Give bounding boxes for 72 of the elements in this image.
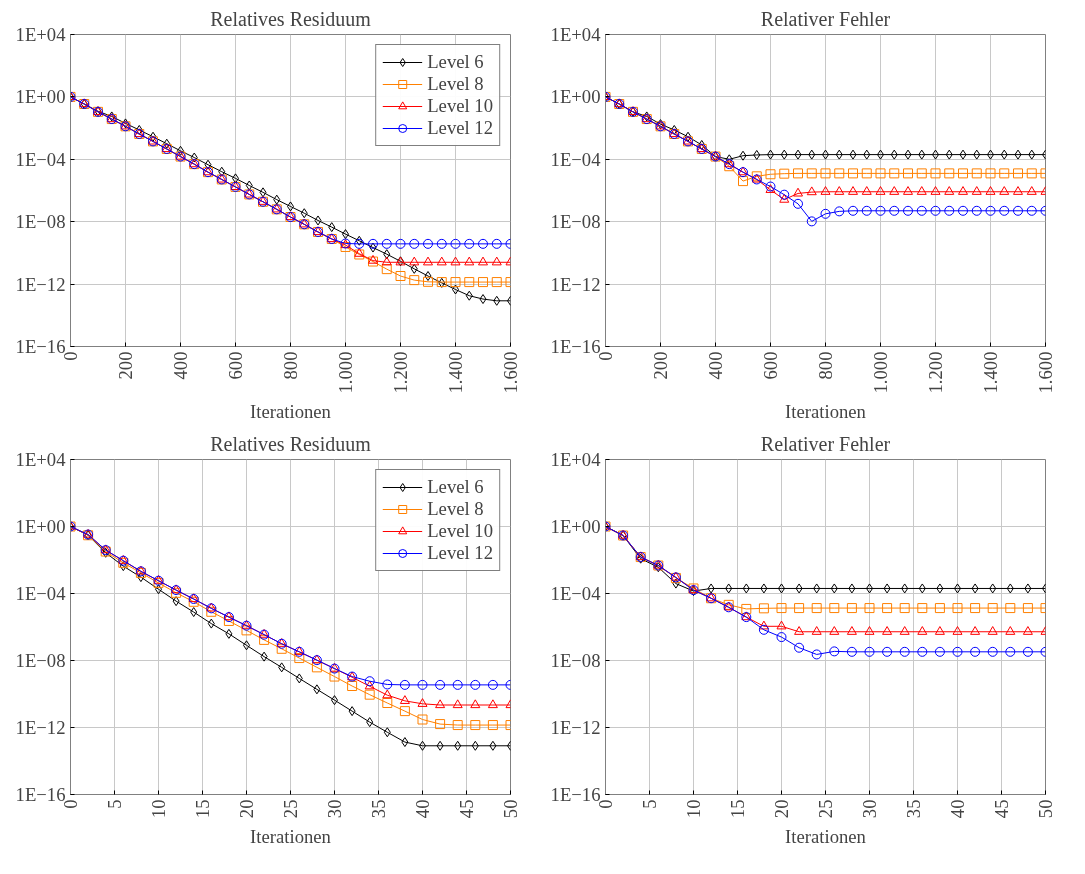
x-tick-label: 35 <box>903 799 924 819</box>
legend-label: Level 6 <box>427 476 484 498</box>
y-tick-label: 1E+04 <box>15 449 67 470</box>
y-tick-label: 1E−04 <box>550 583 602 604</box>
x-tick-label: 5 <box>104 799 125 809</box>
y-tick-label: 1E−08 <box>550 650 601 671</box>
chart-title: Relativer Fehler <box>760 7 891 30</box>
y-tick-label: 1E+00 <box>15 516 66 537</box>
x-tick-label: 30 <box>324 799 345 819</box>
y-tick-label: 1E−12 <box>550 273 601 295</box>
legend-label: Level 8 <box>427 498 484 520</box>
x-tick-label: 800 <box>280 351 301 380</box>
x-tick-label: 45 <box>991 799 1012 819</box>
y-tick-label: 1E−04 <box>15 148 67 170</box>
x-tick-label: 50 <box>1035 799 1056 819</box>
x-tick-label: 10 <box>148 799 169 819</box>
x-tick-label: 35 <box>368 799 389 819</box>
y-tick-label: 1E−08 <box>15 650 66 671</box>
x-tick-label: 20 <box>236 799 257 819</box>
x-tick-label: 400 <box>705 351 726 380</box>
x-tick-label: 40 <box>947 799 968 819</box>
y-tick-label: 1E+04 <box>550 449 602 470</box>
x-tick-label: 20 <box>771 799 792 819</box>
x-axis-title: Iterationen <box>785 401 867 423</box>
x-tick-label: 800 <box>815 351 836 380</box>
legend-label: Level 12 <box>427 117 493 139</box>
x-tick-label: 200 <box>115 351 136 380</box>
y-tick-label: 1E−12 <box>15 717 66 738</box>
x-tick-label: 45 <box>456 799 477 819</box>
x-tick-label: 1.400 <box>445 351 466 394</box>
x-tick-label: 200 <box>650 351 671 380</box>
y-tick-label: 1E−04 <box>550 148 602 170</box>
y-tick-label: 1E−12 <box>15 273 66 295</box>
x-tick-label: 1.200 <box>390 351 411 394</box>
x-tick-label: 1.400 <box>980 351 1001 394</box>
x-tick-label: 1.000 <box>335 351 356 394</box>
x-tick-label: 600 <box>760 351 781 380</box>
chart-title: Relatives Residuum <box>210 7 372 30</box>
legend-label: Level 12 <box>427 542 493 564</box>
x-tick-label: 10 <box>683 799 704 819</box>
x-tick-label: 5 <box>639 799 660 809</box>
y-tick-label: 1E−04 <box>15 583 67 604</box>
x-tick-label: 50 <box>500 799 521 819</box>
y-tick-label: 1E+00 <box>550 516 601 537</box>
legend-label: Level 6 <box>427 51 484 73</box>
x-axis-title: Iterationen <box>250 401 332 423</box>
x-tick-label: 40 <box>412 799 433 819</box>
y-tick-label: 1E+04 <box>550 24 602 45</box>
y-tick-label: 1E+04 <box>15 24 67 45</box>
x-axis-title: Iterationen <box>250 826 332 848</box>
legend-label: Level 10 <box>427 520 493 542</box>
x-tick-label: 15 <box>192 799 213 819</box>
x-tick-label: 25 <box>815 799 836 819</box>
x-tick-label: 15 <box>727 799 748 819</box>
y-tick-label: 1E−12 <box>550 717 601 738</box>
x-tick-label: 25 <box>280 799 301 819</box>
x-tick-label: 400 <box>170 351 191 380</box>
chart-title: Relativer Fehler <box>760 432 891 455</box>
x-tick-label: 1.200 <box>925 351 946 394</box>
x-tick-label: 30 <box>859 799 880 819</box>
x-tick-label: 1.600 <box>500 351 521 394</box>
y-tick-label: 1E−08 <box>15 211 66 233</box>
y-tick-label: 1E−08 <box>550 211 601 233</box>
y-tick-label: 1E+00 <box>550 86 601 108</box>
x-tick-label: 1.000 <box>870 351 891 394</box>
legend-label: Level 10 <box>427 95 493 117</box>
x-axis-title: Iterationen <box>785 826 867 848</box>
y-tick-label: 1E+00 <box>15 86 66 108</box>
chart-title: Relatives Residuum <box>210 432 372 455</box>
x-tick-label: 1.600 <box>1035 351 1056 394</box>
legend-label: Level 8 <box>427 73 484 95</box>
x-tick-label: 600 <box>225 351 246 380</box>
